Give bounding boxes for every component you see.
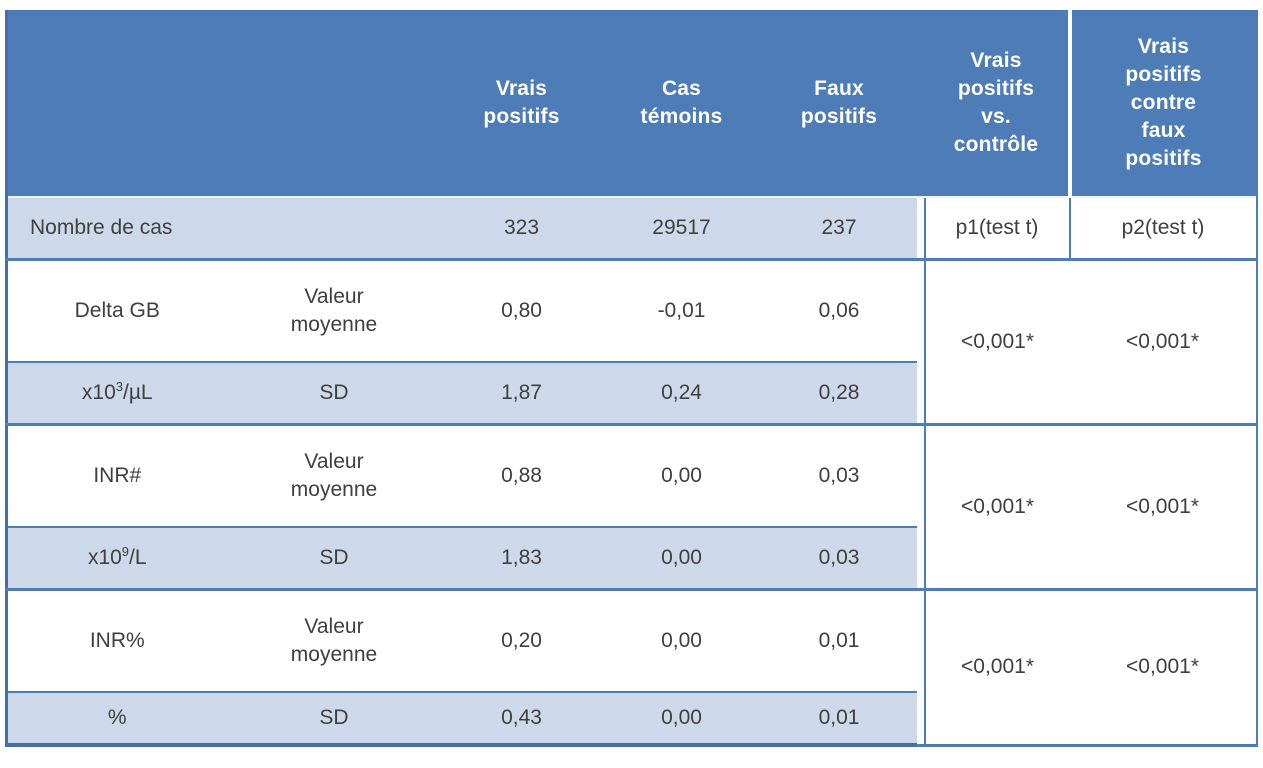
sd-cas-temoins: 0,00 [601, 527, 762, 591]
gutter-cell [916, 424, 925, 591]
p1-value: <0,001* [923, 259, 1070, 426]
count-row: Nombre de cas 323 29517 237 p1(test t) p… [5, 196, 1258, 261]
stat-label-text: Valeur moyenne [290, 285, 378, 336]
p1-value: <0,001* [923, 424, 1070, 591]
sd-faux-positifs: 0,03 [761, 527, 917, 591]
sd-cas-temoins: 0,00 [601, 692, 762, 747]
header-line: positifs [483, 105, 560, 128]
header-empty-stat [226, 10, 442, 197]
stat-label: Valeur moyenne [226, 259, 442, 363]
unit-base: x10 [87, 546, 122, 569]
count-label: Nombre de cas [5, 196, 442, 261]
header-line: contrôle [953, 133, 1039, 156]
stat-label-text: Valeur moyenne [290, 450, 378, 501]
header-line: positifs [1125, 147, 1202, 170]
unit-base: % [107, 706, 127, 729]
variable-name: INR# [5, 424, 227, 528]
gutter-cell [916, 259, 925, 426]
stat-label: Valeur moyenne [226, 424, 442, 528]
count-p2-label: p2(test t) [1068, 196, 1258, 261]
mean-cas-temoins: -0,01 [601, 259, 762, 363]
sd-vrais-positifs: 1,83 [441, 527, 602, 591]
stat-label: Valeur moyenne [226, 589, 442, 693]
mean-vrais-positifs: 0,80 [441, 259, 602, 363]
mean-vrais-positifs: 0,88 [441, 424, 602, 528]
count-cas-temoins: 29517 [601, 196, 762, 261]
inr-percent-mean-row: INR% Valeur moyenne 0,20 0,00 0,01 <0,00… [5, 589, 1258, 747]
header-line: témoins [640, 105, 723, 128]
stat-label: SD [226, 362, 442, 426]
sd-faux-positifs: 0,28 [761, 362, 917, 426]
mean-vrais-positifs: 0,20 [441, 589, 602, 693]
p1-value: <0,001* [923, 589, 1070, 747]
sd-vrais-positifs: 0,43 [441, 692, 602, 747]
p2-value: <0,001* [1069, 259, 1258, 426]
mean-cas-temoins: 0,00 [601, 424, 762, 528]
header-line: Vrais [1137, 35, 1190, 58]
unit-base: x10 [81, 381, 116, 404]
unit-rest: /µL [122, 381, 153, 404]
header-cas-temoins: Cas témoins [601, 10, 762, 197]
stat-label: SD [226, 527, 442, 591]
header-line: contre [1130, 91, 1197, 114]
sd-faux-positifs: 0,01 [761, 692, 917, 747]
variable-unit: % [5, 692, 227, 747]
mean-cas-temoins: 0,00 [601, 589, 762, 693]
delta-gb-mean-row: Delta GB Valeur moyenne 0,80 -0,01 0,06 … [5, 259, 1258, 426]
unit-rest: /L [129, 546, 147, 569]
header-line: vs. [981, 105, 1011, 128]
stat-label: SD [226, 692, 442, 747]
gutter-cell [916, 589, 925, 747]
header-vrais-vs-controle: Vrais positifs vs. contrôle [924, 10, 1070, 197]
header-line: positifs [957, 77, 1035, 100]
sd-cas-temoins: 0,24 [601, 362, 762, 426]
document-page: Vrais positifs Cas témoins Faux positifs… [5, 10, 1258, 747]
mean-faux-positifs: 0,06 [761, 259, 917, 363]
header-line: Vrais [970, 49, 1022, 72]
stat-label-text: Valeur moyenne [290, 615, 378, 666]
header-gutter [916, 10, 925, 197]
header-empty-variable [5, 10, 227, 197]
p2-value: <0,001* [1069, 589, 1258, 747]
header-line: Vrais [495, 77, 548, 100]
delta-gb-sd-row: x103/µL SD 1,87 0,24 0,28 [5, 362, 1257, 426]
header-line: positifs [1125, 63, 1202, 86]
variable-unit: x109/L [5, 527, 227, 591]
count-vrais-positifs: 323 [441, 196, 602, 261]
variable-name: Delta GB [5, 259, 227, 363]
inr-count-sd-row: x109/L SD 1,83 0,00 0,03 [5, 527, 1257, 591]
mean-faux-positifs: 0,03 [761, 424, 917, 528]
header-line: positifs [800, 105, 878, 128]
unit-exponent: 9 [121, 544, 130, 559]
header-row: Vrais positifs Cas témoins Faux positifs… [5, 10, 1258, 197]
p2-value: <0,001* [1069, 424, 1258, 591]
mean-faux-positifs: 0,01 [761, 589, 917, 693]
inr-percent-sd-row: % SD 0,43 0,00 0,01 [5, 692, 1257, 747]
count-faux-positifs: 237 [761, 196, 917, 261]
header-line: Cas [661, 77, 702, 100]
variable-unit: x103/µL [5, 362, 227, 426]
unit-exponent: 3 [115, 379, 123, 394]
sd-vrais-positifs: 1,87 [441, 362, 602, 426]
count-p1-label: p1(test t) [923, 196, 1070, 261]
gutter-cell [916, 196, 925, 261]
variable-name: INR% [5, 589, 227, 693]
header-vrais-positifs: Vrais positifs [441, 10, 602, 197]
inr-count-mean-row: INR# Valeur moyenne 0,88 0,00 0,03 <0,00… [5, 424, 1258, 591]
stats-table: Vrais positifs Cas témoins Faux positifs… [5, 10, 1258, 747]
header-vrais-contre-faux: Vrais positifs contre faux positifs [1067, 10, 1258, 197]
header-faux-positifs: Faux positifs [761, 10, 917, 197]
header-line: Faux [814, 77, 864, 100]
header-line: faux [1141, 119, 1186, 142]
